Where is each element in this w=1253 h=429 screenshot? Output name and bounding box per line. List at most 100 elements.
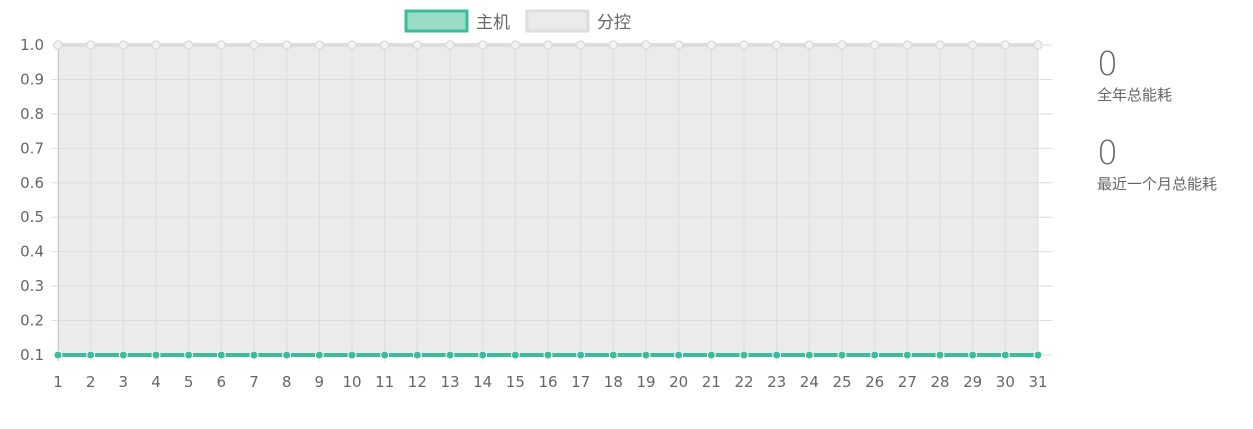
data-point	[804, 350, 814, 360]
x-tick-label: 10	[342, 373, 361, 391]
x-tick-label: 12	[408, 373, 427, 391]
data-point	[445, 40, 455, 50]
x-tick-label: 25	[832, 373, 851, 391]
y-tick-label: 0.6	[20, 174, 44, 192]
x-tick-label: 8	[282, 373, 292, 391]
data-point	[1033, 40, 1043, 50]
series-layer	[53, 40, 1043, 360]
x-tick-label: 11	[375, 373, 394, 391]
legend-label: 主机	[476, 13, 510, 33]
data-point	[967, 40, 978, 50]
data-point	[412, 40, 423, 50]
data-point	[379, 40, 390, 50]
data-point	[576, 350, 586, 360]
data-point	[53, 40, 63, 50]
data-point	[1000, 40, 1011, 50]
x-tick-label: 17	[571, 373, 590, 391]
x-tick-label: 3	[119, 373, 129, 391]
data-point	[902, 40, 913, 50]
data-point	[510, 40, 521, 50]
data-point	[706, 40, 717, 50]
x-tick-label: 20	[669, 373, 688, 391]
data-point	[706, 350, 716, 360]
x-tick-label: 30	[996, 373, 1015, 391]
x-tick-label: 18	[604, 373, 623, 391]
data-point	[641, 350, 651, 360]
data-point	[412, 350, 422, 360]
data-point	[870, 350, 880, 360]
x-tick-label: 27	[898, 373, 917, 391]
data-point	[543, 40, 553, 50]
data-point	[53, 350, 63, 360]
x-tick-label: 13	[440, 373, 459, 391]
data-point	[445, 350, 455, 360]
data-point	[804, 40, 815, 50]
x-tick-label: 31	[1028, 373, 1047, 391]
data-point	[771, 40, 782, 50]
x-axis: 1 2 3 4 5 6 7 8 9 10 11 12 13 14 15 16 17 18 19 20 21 22 23 24 2…	[53, 373, 1047, 391]
data-point	[477, 40, 488, 50]
data-point	[151, 40, 161, 50]
data-point	[902, 350, 912, 360]
x-tick-label: 24	[800, 373, 819, 391]
x-tick-label: 23	[767, 373, 786, 391]
data-point	[575, 40, 586, 50]
data-point	[347, 40, 357, 50]
annual-stat: 0 全年总能耗	[1097, 44, 1247, 106]
x-tick-label: 28	[930, 373, 949, 391]
y-tick-label: 0.2	[20, 312, 44, 330]
data-point	[118, 40, 129, 50]
data-point	[772, 350, 782, 360]
monthly-energy-value: 0	[1097, 133, 1118, 172]
data-point	[85, 40, 96, 50]
x-tick-label: 2	[86, 373, 96, 391]
plot-area	[52, 44, 1052, 361]
data-point	[510, 350, 520, 360]
data-point	[935, 350, 945, 360]
x-tick-label: 9	[315, 373, 325, 391]
data-point	[380, 350, 390, 360]
legend-swatch	[525, 9, 590, 33]
x-tick-label: 19	[636, 373, 655, 391]
x-tick-label: 29	[963, 373, 982, 391]
y-tick-label: 0.9	[20, 70, 44, 88]
data-point	[216, 40, 227, 50]
data-point	[968, 350, 978, 360]
monthly-stat: 0 最近一个月总能耗	[1097, 133, 1247, 195]
y-tick-label: 1.0	[20, 36, 44, 54]
data-point	[183, 40, 194, 50]
x-tick-label: 26	[865, 373, 884, 391]
data-point	[314, 40, 325, 50]
x-tick-label: 1	[53, 373, 63, 391]
data-point	[478, 350, 488, 360]
data-point	[1033, 350, 1043, 360]
data-point	[347, 350, 357, 360]
chart-legend: 主机 分控	[404, 9, 631, 33]
data-point	[282, 350, 292, 360]
data-point	[674, 350, 684, 360]
data-point	[608, 40, 619, 50]
x-tick-label: 6	[217, 373, 227, 391]
x-tick-label: 15	[506, 373, 525, 391]
y-tick-label: 0.5	[20, 208, 44, 226]
data-point	[249, 350, 259, 360]
legend-label: 分控	[597, 13, 631, 33]
data-point	[86, 350, 96, 360]
x-tick-label: 22	[734, 373, 753, 391]
data-point	[739, 350, 749, 360]
data-point	[837, 350, 847, 360]
annual-energy-value: 0	[1097, 44, 1118, 83]
data-point	[739, 40, 749, 50]
y-tick-label: 0.7	[20, 139, 44, 157]
y-tick-label: 0.8	[20, 105, 44, 123]
data-point	[314, 350, 324, 360]
x-tick-label: 5	[184, 373, 194, 391]
legend-swatch	[404, 9, 469, 33]
data-point	[1000, 350, 1010, 360]
data-point	[216, 350, 226, 360]
data-point	[118, 350, 128, 360]
monthly-energy-label: 最近一个月总能耗	[1097, 175, 1218, 193]
x-tick-label: 7	[249, 373, 259, 391]
data-point	[641, 40, 651, 50]
annual-energy-label: 全年总能耗	[1097, 86, 1173, 104]
